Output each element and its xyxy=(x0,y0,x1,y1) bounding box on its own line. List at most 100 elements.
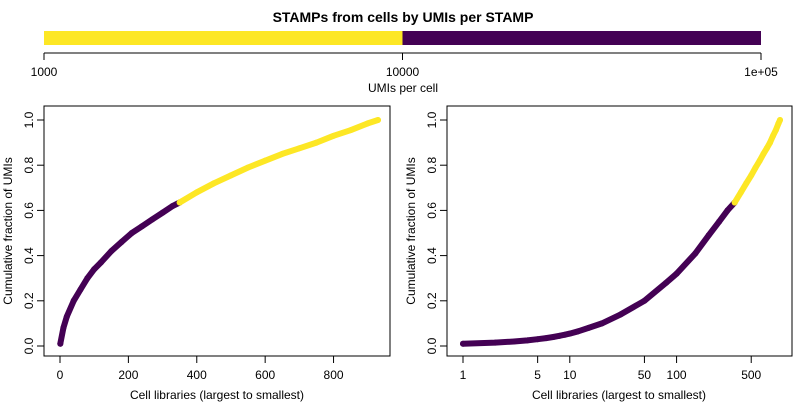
left-series-1-point xyxy=(193,189,200,196)
right-series-0-point xyxy=(575,328,582,335)
left-x-tick-label: 400 xyxy=(187,368,207,382)
left-y-tick-label: 0.0 xyxy=(22,337,36,354)
bar-tick-label: 1e+05 xyxy=(744,65,778,79)
right-y-tick-label: 0.4 xyxy=(425,247,439,264)
left-y-tick-label: 1.0 xyxy=(22,111,36,128)
left-series-0-point xyxy=(108,248,115,255)
left-plot-axes: 0 200 400 600 800 0.0 0.2 0.4 0.6 0.8 1.0 xyxy=(22,111,344,382)
right-series-1-point xyxy=(743,180,750,187)
left-series-0-point xyxy=(139,223,146,230)
right-series-1-point xyxy=(731,199,738,206)
right-series-0-point xyxy=(663,279,670,286)
left-x-tick-label: 0 xyxy=(57,368,64,382)
right-series-1-point xyxy=(767,139,774,146)
right-series-0-point xyxy=(492,339,499,346)
left-y-tick-label: 0.2 xyxy=(22,292,36,309)
left-series-1-point xyxy=(313,139,320,146)
left-series-0-line xyxy=(57,199,183,347)
linear-cumulative-plot: 0 200 400 600 800 0.0 0.2 0.4 0.6 0.8 1.0 Cell lib… xyxy=(1,105,391,402)
bar-tick-label: 1000 xyxy=(31,65,58,79)
left-series-1-point xyxy=(375,117,381,123)
right-series-0-point xyxy=(561,331,568,338)
right-series-1-point xyxy=(748,172,755,179)
right-y-tick-label: 0.8 xyxy=(425,157,439,174)
left-series-0-point xyxy=(84,275,91,282)
right-series-0-point xyxy=(524,337,531,344)
left-plot-frame xyxy=(43,105,391,357)
left-series-0-point xyxy=(169,202,176,209)
right-series-1-point xyxy=(770,132,777,139)
right-y-tick-label: 0.2 xyxy=(425,292,439,309)
left-series-0-point xyxy=(77,286,84,293)
left-y-axis-label: Cumulative fraction of UMIs xyxy=(1,157,15,304)
right-y-tick-label: 0.6 xyxy=(425,202,439,219)
left-y-tick-label: 0.6 xyxy=(22,202,36,219)
left-series-1-point xyxy=(296,145,303,152)
left-series-1-point xyxy=(227,172,234,179)
right-plot-frame xyxy=(446,105,793,357)
right-series-0-point xyxy=(585,324,592,331)
right-series-0-point xyxy=(566,330,573,337)
right-x-tick-label: 500 xyxy=(741,368,761,382)
left-x-tick-label: 800 xyxy=(324,368,344,382)
right-series-1-point xyxy=(737,189,744,196)
left-series-0-point xyxy=(128,230,135,236)
right-series-0-point xyxy=(534,336,541,343)
left-series-1-point xyxy=(279,150,286,157)
umi-color-bar-chart: STAMPs from cells by UMIs per STAMP 1000… xyxy=(31,9,779,95)
right-series-0-point xyxy=(550,333,557,340)
right-series-0-point xyxy=(460,340,466,347)
left-y-tick-label: 0.4 xyxy=(22,247,36,264)
right-series-0-line xyxy=(460,199,738,347)
right-series-0-point xyxy=(716,218,723,225)
right-series-0-point xyxy=(510,338,517,345)
right-y-tick-label: 0.0 xyxy=(425,337,439,354)
bar-tick-label: 10000 xyxy=(386,65,420,79)
left-x-tick-label: 200 xyxy=(118,368,138,382)
right-series-0-point xyxy=(543,335,550,342)
left-series-1-point xyxy=(210,180,217,187)
left-y-tick-label: 0.8 xyxy=(22,157,36,174)
left-series-0-point xyxy=(57,340,64,347)
right-series-0-point xyxy=(724,207,731,214)
left-series-1-point xyxy=(176,199,183,206)
left-series-1-line xyxy=(176,117,381,206)
right-series-1-point xyxy=(752,164,759,171)
right-x-tick-label: 100 xyxy=(667,368,687,382)
left-series-1-point xyxy=(245,164,252,171)
right-series-0-point xyxy=(556,332,563,339)
bar-segments xyxy=(44,31,761,45)
left-series-0-point xyxy=(70,297,77,304)
chart-title: STAMPs from cells by UMIs per STAMP xyxy=(273,9,534,25)
right-y-axis-label: Cumulative fraction of UMIs xyxy=(404,157,418,304)
right-series-0-point xyxy=(705,232,712,239)
right-series-0-point xyxy=(617,311,624,318)
left-plot-points xyxy=(57,117,381,347)
log-cumulative-plot: 1 5 10 50 100 500 0.0 0.2 0.4 0.6 0.8 1.0 Cell libr… xyxy=(404,105,793,402)
right-x-tick-label: 1 xyxy=(460,368,467,382)
right-x-tick-label: 5 xyxy=(534,368,541,382)
right-plot-points xyxy=(460,117,783,347)
right-series-0-point xyxy=(692,250,699,257)
right-series-1-point xyxy=(756,157,763,164)
left-series-0-point xyxy=(60,324,67,331)
bar-segment-0 xyxy=(44,31,403,45)
left-series-1-point xyxy=(262,157,269,164)
left-series-1-point xyxy=(330,132,337,139)
left-x-axis-label: Cell libraries (largest to smallest) xyxy=(130,388,304,402)
bar-segment-1 xyxy=(402,31,761,45)
right-series-0-point xyxy=(673,270,680,277)
right-series-1-point xyxy=(777,117,783,123)
left-series-0-point xyxy=(149,216,156,223)
right-series-0-point xyxy=(641,297,648,304)
right-series-1-point xyxy=(763,145,770,152)
right-series-1-point xyxy=(760,150,767,157)
right-x-axis-label: Cell libraries (largest to smallest) xyxy=(532,388,706,402)
left-series-0-point xyxy=(63,313,70,320)
left-x-tick-label: 600 xyxy=(255,368,275,382)
right-x-tick-label: 50 xyxy=(638,368,652,382)
right-x-tick-label: 10 xyxy=(563,368,577,382)
left-series-0-point xyxy=(91,266,98,273)
left-series-0-point xyxy=(159,209,166,216)
